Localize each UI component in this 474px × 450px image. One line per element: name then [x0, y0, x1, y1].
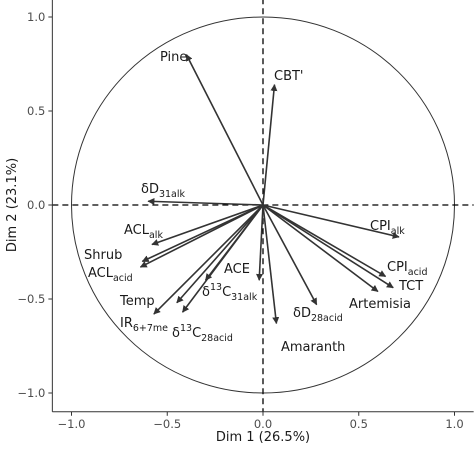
arrow-cpiacid [262, 204, 387, 278]
x-tick-label: 0.0 [254, 417, 272, 431]
label-pine: Pine [160, 50, 187, 65]
label-aclacid: ACLacid [88, 266, 133, 284]
arrow--13c28acid [181, 204, 264, 313]
label-amaranth: Amaranth [281, 340, 345, 355]
label--13c28acid: δ13C28acid [172, 323, 233, 344]
arrow-artemisia [262, 204, 379, 293]
arrow-aclacid [139, 204, 264, 268]
arrow-cbt- [262, 83, 278, 206]
label-ace: ACE [224, 262, 250, 277]
arrow-temp [176, 204, 264, 304]
label--d28acid: δD28acid [293, 306, 343, 324]
label-shrub: Shrub [84, 248, 122, 263]
x-tick-label: −0.5 [153, 417, 181, 431]
y-tick-label: −1.0 [17, 386, 45, 400]
arrow-amaranth [262, 204, 280, 325]
x-tick-label: −1.0 [58, 417, 86, 431]
y-tick-label: −0.5 [17, 292, 45, 306]
label--d31alk: δD31alk [141, 182, 186, 200]
label-aclalk: ACLalk [124, 223, 163, 241]
label-artemisia: Artemisia [349, 297, 411, 312]
label-cbt-: CBT' [274, 69, 304, 84]
arrow--d31alk [147, 197, 264, 206]
arrow-aclalk [151, 204, 264, 246]
label--13c31alk: δ13C31alk [202, 282, 258, 303]
y-tick-label: 0.5 [27, 104, 45, 118]
arrow-cpialk [262, 204, 400, 239]
label-cpiacid: CPIacid [387, 260, 427, 278]
arrow--d28acid [262, 204, 318, 306]
axes: −1.0 −0.5 0.0 0.5 1.0 −1.0 −0.5 0.0 0.5 1.0 [17, 0, 474, 431]
variable-arrows [139, 53, 400, 325]
label-ir6-7me: IR6+7me [120, 316, 168, 334]
y-tick-label: 0.0 [27, 198, 45, 212]
arrow-ace [255, 204, 264, 281]
y-tick-label: 1.0 [27, 10, 45, 24]
x-tick-label: 0.5 [350, 417, 368, 431]
arrow-ir6-7me [153, 204, 264, 315]
arrow-tct [262, 204, 394, 289]
arrow-pine [185, 53, 264, 206]
x-tick-label: 1.0 [445, 417, 463, 431]
label-tct: TCT [398, 279, 423, 294]
x-axis-title: Dim 1 (26.5%) [216, 430, 310, 445]
y-axis-title: Dim 2 (23.1%) [5, 158, 20, 252]
label-temp: Temp [119, 294, 155, 309]
label-cpialk: CPIalk [370, 219, 405, 237]
